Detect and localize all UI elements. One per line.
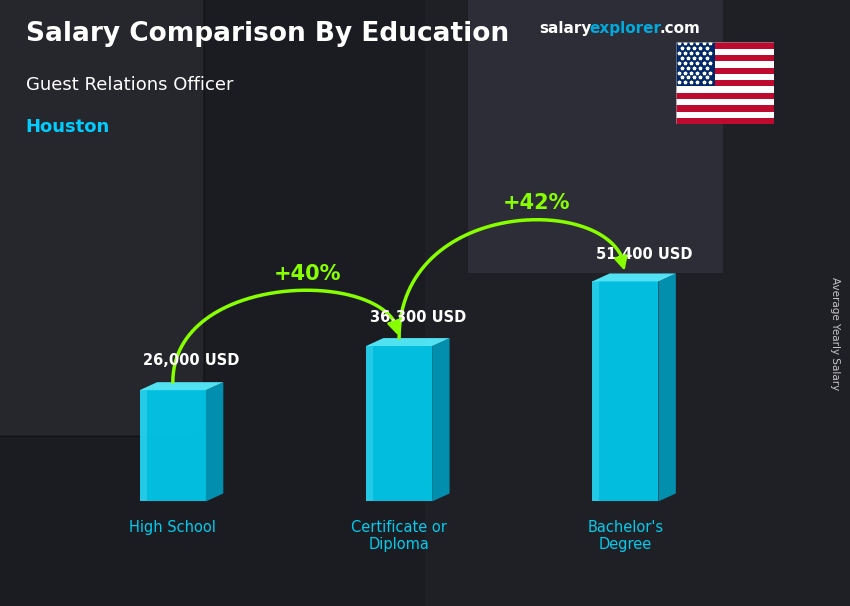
Text: +42%: +42% [503, 193, 570, 213]
Polygon shape [139, 390, 206, 501]
Text: +40%: +40% [274, 264, 341, 284]
Text: Guest Relations Officer: Guest Relations Officer [26, 76, 233, 94]
Polygon shape [592, 281, 599, 501]
Text: salary: salary [540, 21, 592, 36]
Polygon shape [432, 338, 450, 501]
Polygon shape [206, 382, 224, 501]
Text: Bachelor's
Degree: Bachelor's Degree [587, 520, 663, 553]
Bar [676, 68, 774, 74]
Polygon shape [366, 346, 432, 501]
Bar [676, 74, 774, 80]
Bar [676, 87, 774, 93]
Text: Average Yearly Salary: Average Yearly Salary [830, 277, 840, 390]
Polygon shape [139, 390, 147, 501]
Bar [676, 112, 774, 118]
Bar [0, 0, 425, 606]
Bar [468, 0, 722, 273]
Bar [676, 99, 774, 105]
Text: .com: .com [660, 21, 700, 36]
FancyBboxPatch shape [0, 0, 204, 436]
Bar [676, 42, 774, 48]
Polygon shape [366, 338, 450, 346]
Bar [676, 93, 774, 99]
Polygon shape [139, 382, 224, 390]
Text: 51,400 USD: 51,400 USD [596, 247, 692, 262]
Polygon shape [366, 346, 373, 501]
Bar [425, 0, 850, 606]
Text: High School: High School [129, 520, 216, 535]
Polygon shape [592, 273, 676, 281]
Text: Houston: Houston [26, 118, 110, 136]
Bar [676, 61, 774, 68]
Text: Certificate or
Diploma: Certificate or Diploma [351, 520, 447, 553]
Text: Salary Comparison By Education: Salary Comparison By Education [26, 21, 508, 47]
Text: explorer: explorer [589, 21, 661, 36]
Bar [676, 48, 774, 55]
Bar [676, 55, 774, 61]
Polygon shape [592, 281, 659, 501]
Polygon shape [659, 273, 676, 501]
Bar [676, 42, 715, 87]
Text: 26,000 USD: 26,000 USD [144, 353, 240, 368]
Bar [676, 80, 774, 87]
Bar [676, 118, 774, 124]
Bar [676, 105, 774, 112]
Text: 36,300 USD: 36,300 USD [370, 310, 466, 325]
